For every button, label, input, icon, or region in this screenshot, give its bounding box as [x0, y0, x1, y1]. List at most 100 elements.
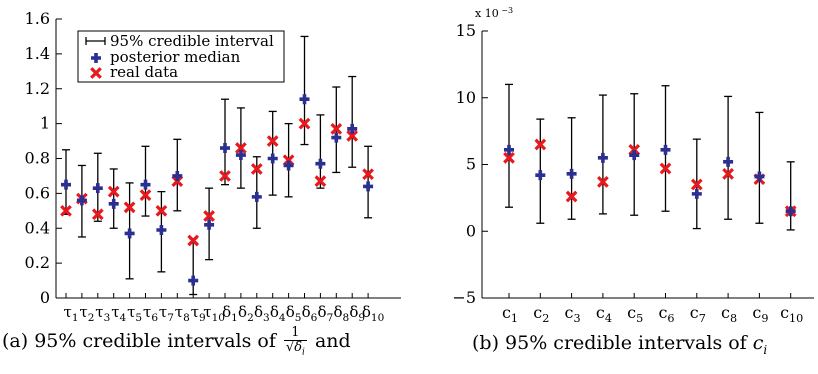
- x-tick-label: c6: [658, 303, 674, 325]
- posterior-median-point: [124, 228, 135, 239]
- posterior-median-point: [156, 224, 167, 235]
- y-tick-label: −5: [452, 288, 476, 307]
- caption-b-variable: c: [752, 332, 764, 354]
- x-tick-label: τ1: [64, 303, 79, 324]
- posterior-median-point: [92, 183, 103, 194]
- x-tick-label: τ7: [159, 303, 174, 324]
- posterior-median-point: [363, 181, 374, 192]
- real-data-point: [155, 204, 168, 217]
- y-tick-label: 1.4: [25, 44, 50, 63]
- posterior-median-point: [629, 150, 640, 161]
- posterior-median-point: [267, 153, 278, 164]
- posterior-median-point: [723, 156, 734, 167]
- y-tick-label: 15: [456, 21, 476, 40]
- caption-a-fraction: 1 √δi: [283, 326, 307, 358]
- posterior-median-point: [60, 179, 71, 190]
- real-data-point: [597, 175, 609, 188]
- posterior-median-point: [299, 94, 310, 105]
- posterior-median-point: [754, 171, 765, 182]
- legend-label-median: posterior median: [110, 48, 241, 66]
- caption-a-numerator: 1: [283, 326, 307, 341]
- x-tick-label: δ3: [254, 303, 270, 324]
- legend-label-real: real data: [110, 63, 178, 81]
- posterior-median-point: [315, 158, 326, 169]
- x-tick-label: δ6: [302, 303, 318, 324]
- x-tick-label: τ4: [111, 303, 126, 324]
- y-tick-label: 0: [40, 288, 50, 307]
- x-tick-label: τ10: [203, 303, 225, 324]
- x-tick-label: δ1: [222, 303, 238, 324]
- real-data-point: [690, 178, 703, 191]
- real-data-point: [722, 167, 734, 180]
- real-data-point: [534, 138, 547, 151]
- posterior-median-point: [251, 191, 262, 202]
- posterior-median-point: [108, 198, 119, 209]
- chart-panel-b: −5 0 5 10 15 c1 c2 c3 c4 c5 c6 c7 c8 c9 c10 x 10 −3: [452, 6, 814, 325]
- real-data-point: [235, 142, 247, 154]
- legend-real-swatch: [90, 67, 102, 79]
- x-tick-label: c3: [565, 303, 581, 325]
- caption-b: (b) 95% credible intervals of ci: [472, 332, 767, 357]
- real-data-point: [60, 204, 72, 217]
- real-data-point: [503, 151, 515, 164]
- x-tick-label: c4: [596, 303, 612, 325]
- y-tick-label: 5: [466, 155, 476, 174]
- posterior-median-point: [347, 123, 358, 134]
- x-tick-label: δ4: [270, 303, 286, 324]
- real-data-point: [628, 143, 641, 156]
- real-data-point: [362, 168, 374, 181]
- y-tick-label: 0: [466, 221, 476, 240]
- real-data-point: [266, 135, 279, 147]
- x-tick-label: c7: [690, 303, 706, 325]
- posterior-median-point: [503, 144, 514, 155]
- real-data-point: [91, 208, 104, 221]
- y-tick-label: 0.8: [25, 149, 50, 168]
- x-tick-label: τ9: [191, 303, 206, 324]
- legend-label-interval: 95% credible interval: [110, 32, 274, 50]
- real-data-point: [282, 154, 295, 167]
- real-data-point: [298, 117, 311, 130]
- real-data-point: [250, 163, 263, 175]
- posterior-median-point: [535, 170, 546, 181]
- y-tick-label: 0.4: [25, 218, 50, 237]
- x-tick-label: δ2: [238, 303, 254, 324]
- x-tick-label: c5: [627, 303, 643, 325]
- x-tick-label: δ8: [333, 303, 349, 324]
- posterior-median-point: [660, 144, 671, 155]
- posterior-median-point: [331, 132, 342, 143]
- x-tick-label: τ8: [175, 303, 190, 324]
- real-data-point: [107, 185, 120, 198]
- caption-a-prefix: (a) 95% credible intervals of: [2, 329, 276, 352]
- posterior-median-point: [76, 195, 87, 206]
- real-data-point: [123, 201, 136, 214]
- real-data-point: [203, 210, 215, 222]
- posterior-median-point: [220, 143, 230, 154]
- posterior-median-point: [235, 150, 246, 161]
- x-tick-label: τ2: [79, 303, 94, 324]
- posterior-median-point: [566, 168, 577, 179]
- y-scale-note: x 10 −3: [475, 6, 513, 20]
- chart-panel-a: 00.20.40.60.811.21.41.6τ1 τ2 τ3 τ4 τ5 τ6 τ7 τ8 τ…: [25, 9, 401, 324]
- posterior-median-point: [785, 206, 796, 217]
- legend-median-swatch: [91, 53, 101, 63]
- y-tick-label: 0.2: [25, 253, 50, 272]
- y-tick-label: 1.2: [25, 79, 50, 98]
- posterior-median-point: [140, 179, 151, 190]
- x-tick-label: δ10: [362, 303, 384, 324]
- caption-a: (a) 95% credible intervals of 1 √δi and: [2, 326, 351, 358]
- legend-box: [77, 30, 285, 83]
- real-data-point: [139, 189, 152, 201]
- posterior-median-point: [172, 170, 183, 181]
- y-tick-label: 10: [456, 88, 476, 107]
- x-tick-label: τ5: [127, 303, 142, 324]
- posterior-median-point: [597, 152, 608, 163]
- caption-b-prefix: (b) 95% credible intervals of: [472, 332, 747, 354]
- posterior-median-point: [691, 188, 702, 199]
- x-tick-label: τ6: [143, 303, 158, 324]
- caption-b-subscript: i: [763, 342, 768, 357]
- x-tick-label: c10: [780, 303, 803, 325]
- real-data-point: [330, 122, 343, 135]
- x-tick-label: c2: [533, 303, 549, 325]
